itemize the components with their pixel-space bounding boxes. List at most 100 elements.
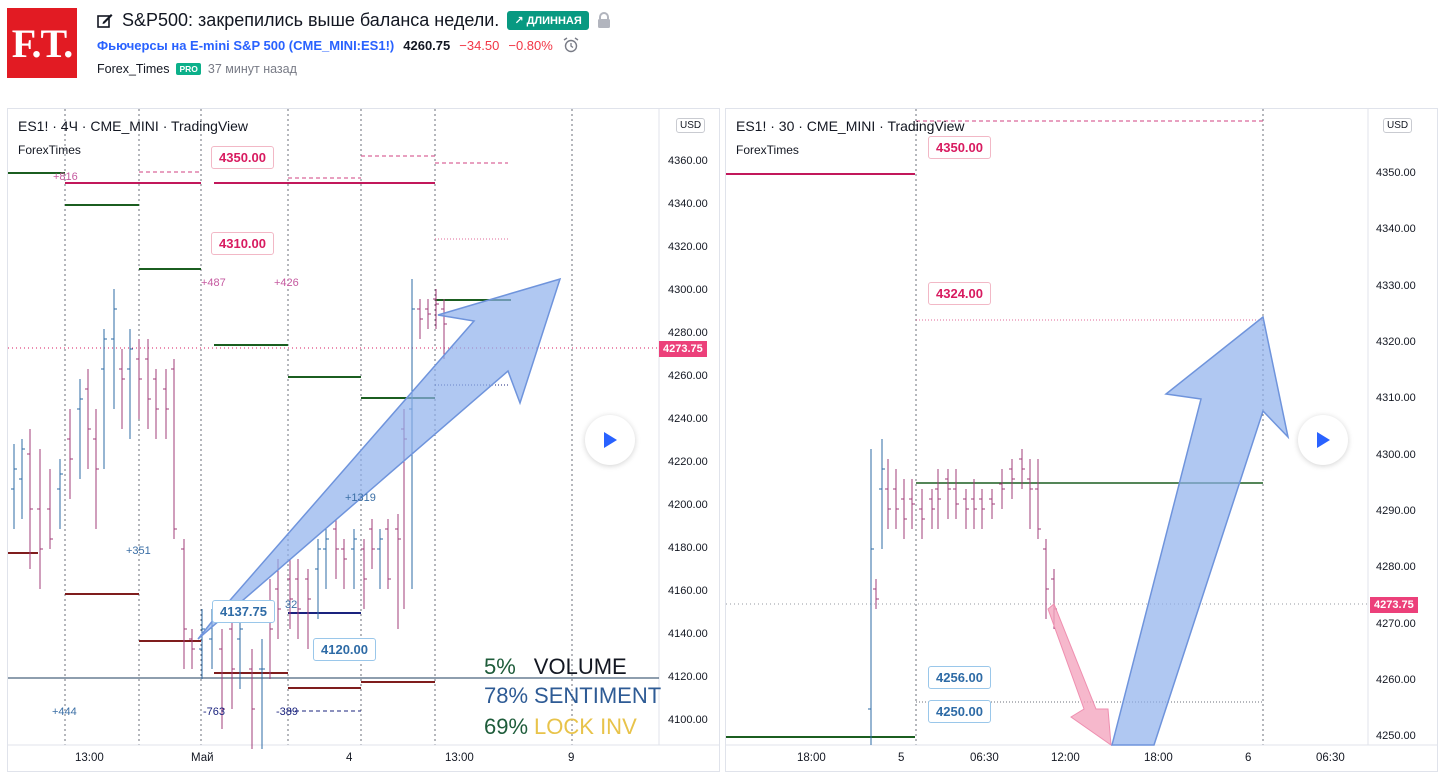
ohlc-bar [1019, 449, 1025, 489]
y-axis-label: 4360.00 [668, 155, 708, 167]
ohlc-bar [885, 459, 891, 529]
volume-delta-label: +444 [52, 706, 77, 718]
stat-sentiment: 78% SENTIMENT [484, 683, 661, 709]
ohlc-bar [163, 369, 169, 439]
stat-pct: 78% [484, 683, 529, 708]
ohlc-bar [275, 559, 281, 639]
ohlc-bar [395, 514, 401, 629]
ohlc-bar [433, 289, 439, 329]
y-axis-label: 4260.00 [1376, 674, 1416, 686]
ohlc-bar [249, 649, 255, 749]
stat-label: VOLUME [533, 654, 627, 679]
y-axis-label: 4270.00 [1376, 618, 1416, 630]
level-label-4250: 4250.00 [928, 700, 991, 723]
ohlc-bar [153, 369, 159, 439]
y-axis-label: 4140.00 [668, 628, 708, 640]
ohlc-bar [77, 379, 83, 479]
ohlc-bar [259, 639, 265, 749]
level-label-4137: 4137.75 [212, 600, 275, 623]
candlestick-series [11, 279, 447, 749]
ohlc-bar [127, 329, 133, 439]
ohlc-bar [341, 539, 347, 589]
price-change: −34.50 [459, 37, 500, 53]
left-chart-panel[interactable]: ES1! · 4Ч · CME_MINI · TradingView Forex… [7, 108, 720, 772]
ohlc-bar [136, 339, 142, 419]
ohlc-bar [101, 329, 107, 469]
candlestick-series [868, 439, 1057, 745]
current-price-tag: 4273.75 [1370, 597, 1418, 613]
author-name[interactable]: Forex_Times [97, 62, 170, 76]
last-price: 4260.75 [403, 37, 451, 53]
level-label-4310: 4310.00 [211, 232, 274, 255]
ohlc-bar [879, 439, 885, 549]
volume-delta-label: -389 [276, 706, 299, 718]
ohlc-bar [315, 539, 321, 619]
ohlc-bar [417, 299, 423, 339]
ft-logo[interactable]: F.T. [7, 8, 77, 78]
ohlc-bar [93, 409, 99, 529]
x-axis-label: 13:00 [75, 752, 104, 764]
play-icon [604, 432, 617, 448]
level-label-4256: 4256.00 [928, 666, 991, 689]
trend-arrow-up [197, 277, 562, 640]
ohlc-bar [945, 469, 951, 519]
volume-delta-label: +487 [201, 277, 226, 289]
trend-arrow-down [1047, 603, 1112, 747]
play-icon [1317, 432, 1330, 448]
stat-lock-inv: 69% LOCK INV [484, 714, 637, 740]
symbol-link[interactable]: Фьючерсы на E-mini S&P 500 (CME_MINI:ES1… [97, 37, 395, 53]
right-chart-panel[interactable]: ES1! · 30 · CME_MINI · TradingView Forex… [725, 108, 1438, 772]
level-label-4120: 4120.00 [313, 638, 376, 661]
left-currency-badge[interactable]: USD [676, 118, 706, 133]
stat-label: LOCK INV [534, 714, 637, 739]
y-axis-label: 4200.00 [668, 499, 708, 511]
ohlc-bar [963, 489, 969, 529]
ohlc-bar [181, 539, 187, 669]
alarm-clock-icon[interactable] [562, 37, 580, 53]
trend-arrow-up [1111, 315, 1290, 746]
author-row: Forex_Times PRO 37 минут назад [97, 62, 297, 76]
ohlc-bar [901, 479, 907, 539]
volume-delta-label: +351 [126, 545, 151, 557]
ohlc-bar [219, 629, 225, 729]
y-axis-label: 4340.00 [1376, 223, 1416, 235]
x-axis-label: 06:30 [970, 752, 999, 764]
pencil-icon [97, 14, 113, 28]
ohlc-bar [1027, 459, 1033, 529]
symbol-row: Фьючерсы на E-mini S&P 500 (CME_MINI:ES1… [97, 37, 580, 53]
play-button[interactable] [1298, 415, 1348, 465]
stat-volume: 5% VOLUME [484, 654, 627, 680]
y-axis-label: 4350.00 [1376, 167, 1416, 179]
volume-delta-label: 32 [285, 599, 298, 611]
x-axis-label: 18:00 [797, 752, 826, 764]
ohlc-bar [287, 559, 293, 629]
ohlc-bar [929, 489, 935, 529]
ohlc-bar [873, 579, 879, 609]
level-label-4350: 4350.00 [211, 146, 274, 169]
long-badge: ↗ ДЛИННАЯ [507, 10, 589, 30]
x-axis-label: 9 [568, 752, 575, 764]
stat-pct: 5% [484, 654, 516, 679]
ohlc-bar [377, 529, 383, 589]
ohlc-bar [47, 469, 53, 549]
y-axis-label: 4240.00 [668, 413, 708, 425]
ohlc-bar [199, 609, 205, 679]
ohlc-bar [19, 439, 25, 519]
published-time: 37 минут назад [207, 62, 297, 76]
ohlc-bar [1009, 459, 1015, 499]
volume-delta-label: +816 [53, 171, 78, 183]
x-axis-label: 6 [1245, 752, 1252, 764]
idea-title: S&P500: закрепились выше баланса недели. [122, 9, 500, 30]
left-chart-canvas[interactable] [8, 109, 719, 771]
y-axis-label: 4120.00 [668, 671, 708, 683]
ohlc-bar [979, 489, 985, 529]
ohlc-bar [935, 469, 941, 529]
y-axis-label: 4280.00 [1376, 561, 1416, 573]
y-axis-label: 4260.00 [668, 370, 708, 382]
ohlc-bar [323, 529, 329, 589]
play-button[interactable] [585, 415, 635, 465]
right-currency-badge[interactable]: USD [1383, 118, 1413, 133]
x-axis-label: Май [191, 752, 214, 764]
y-axis-label: 4160.00 [668, 585, 708, 597]
x-axis-label: 13:00 [445, 752, 474, 764]
